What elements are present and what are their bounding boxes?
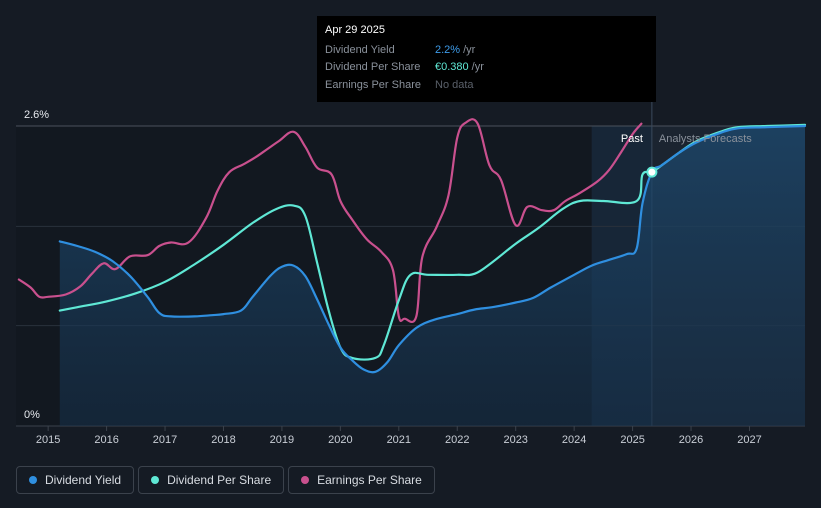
tooltip-value: No data <box>435 78 474 91</box>
chart-legend: Dividend Yield Dividend Per Share Earnin… <box>16 466 435 494</box>
legend-earnings-per-share[interactable]: Earnings Per Share <box>288 466 435 494</box>
x-tick-label: 2019 <box>270 434 294 446</box>
tooltip-unit: /yr <box>463 43 476 56</box>
tooltip-label: Dividend Yield <box>325 43 395 56</box>
series-line-earnings-per-share <box>17 118 643 324</box>
legend-dividend-per-share[interactable]: Dividend Per Share <box>138 466 285 494</box>
y-label-bottom: 0% <box>24 409 40 421</box>
legend-dot-icon <box>301 476 310 484</box>
x-tick-label: 2018 <box>211 434 235 446</box>
legend-label: Earnings Per Share <box>317 473 422 487</box>
x-tick-label: 2022 <box>445 434 469 446</box>
legend-dividend-yield[interactable]: Dividend Yield <box>16 466 135 494</box>
x-tick-label: 2027 <box>737 434 761 446</box>
x-tick-label: 2025 <box>620 434 644 446</box>
chart-labels: 2.6% 0% Past Analysts Forecasts <box>24 109 752 421</box>
past-label: Past <box>621 133 643 145</box>
legend-dot-icon <box>151 476 160 484</box>
legend-label: Dividend Yield <box>45 473 122 487</box>
tooltip-row-eps: Earnings Per Share No data <box>325 76 648 94</box>
x-axis: 2015 2016 2017 2018 2019 2020 2021 2022 2023 2024… <box>36 426 762 446</box>
series-lines <box>17 118 807 374</box>
tooltip-value: 2.2% <box>435 43 461 56</box>
x-tick-label: 2017 <box>153 434 177 446</box>
hover-marker <box>646 166 658 178</box>
legend-label: Dividend Per Share <box>167 473 272 487</box>
tooltip-date: Apr 29 2025 <box>325 24 385 36</box>
legend-dot-icon <box>29 476 37 484</box>
x-tick-label: 2023 <box>503 434 527 446</box>
x-tick-label: 2020 <box>328 434 352 446</box>
x-tick-label: 2026 <box>679 434 703 446</box>
tooltip-label: Dividend Per Share <box>325 61 421 74</box>
x-tick-label: 2021 <box>387 434 411 446</box>
x-tick-label: 2015 <box>36 434 60 446</box>
y-label-top: 2.6% <box>24 109 49 121</box>
tooltip-row-yield: Dividend Yield 2.2% /yr <box>325 41 648 59</box>
series-line-dividend-yield <box>58 124 807 374</box>
forecast-label: Analysts Forecasts <box>659 133 752 145</box>
tooltip-label: Earnings Per Share <box>325 78 421 91</box>
tooltip-value: €0.380 <box>435 61 469 74</box>
x-tick-label: 2024 <box>562 434 586 446</box>
yield-area <box>59 126 806 426</box>
yield-area-fill <box>59 126 806 426</box>
tooltip-unit: /yr <box>471 61 484 74</box>
x-tick-label: 2016 <box>94 434 118 446</box>
hover-tooltip: Apr 29 2025 Dividend Yield 2.2% /yr Divi… <box>317 16 656 102</box>
tooltip-row-dps: Dividend Per Share €0.380 /yr <box>325 59 648 77</box>
